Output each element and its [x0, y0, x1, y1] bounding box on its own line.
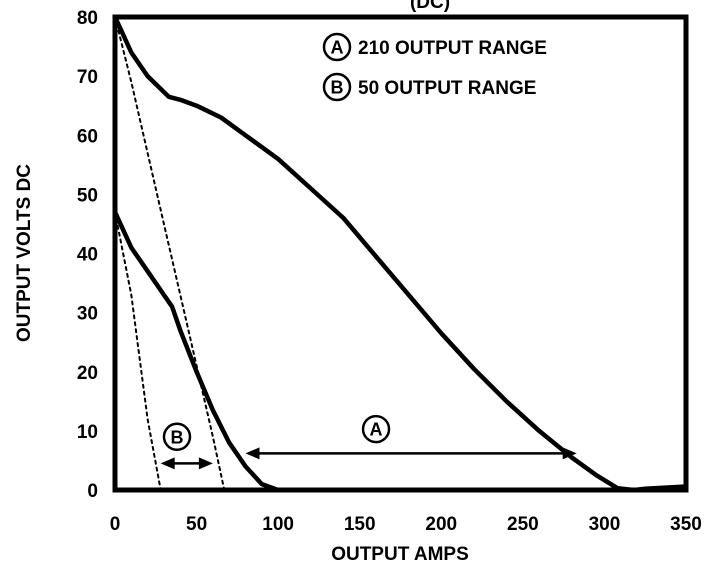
y-tick-label-5: 50	[77, 185, 98, 206]
annotation-arrowhead-left-a	[245, 447, 260, 460]
series-layer	[112, 14, 689, 493]
annotation-letter-a: A	[370, 420, 383, 440]
series-line-2	[114, 16, 226, 491]
annotation-arrowhead-right-b	[198, 457, 213, 470]
legend: A 210 OUTPUT RANGE B 50 OUTPUT RANGE	[322, 32, 547, 102]
x-tick-label-1: 50	[186, 514, 207, 535]
chart-title-fragment: (DC)	[410, 0, 450, 13]
x-axis-title: OUTPUT AMPS	[331, 544, 469, 565]
series-line-1	[112, 209, 281, 493]
legend-marker-a	[322, 32, 352, 62]
annotation-marker-b	[162, 422, 192, 452]
y-axis-title: OUTPUT VOLTS DC	[14, 164, 35, 342]
series-line-0	[112, 14, 689, 493]
legend-marker-b	[322, 72, 352, 102]
y-tick-label-7: 70	[77, 67, 98, 88]
x-tick-label-0: 0	[110, 514, 121, 535]
y-tick-label-1: 10	[77, 422, 98, 443]
y-tick-label-3: 30	[77, 304, 98, 325]
x-tick-label-7: 350	[670, 514, 702, 535]
x-tick-label-3: 150	[344, 514, 376, 535]
y-tick-label-6: 60	[77, 126, 98, 147]
annotation-letter-b: B	[170, 427, 183, 447]
plot-frame	[112, 14, 689, 493]
series-line-3	[114, 211, 162, 491]
legend-item-a: A 210 OUTPUT RANGE	[322, 32, 547, 62]
legend-item-b: B 50 OUTPUT RANGE	[322, 72, 536, 102]
y-tick-label-8: 80	[77, 8, 98, 29]
legend-label-a: 210 OUTPUT RANGE	[358, 38, 547, 59]
x-tick-label-2: 100	[262, 514, 294, 535]
x-tick-label-6: 300	[589, 514, 621, 535]
annotation-arrowhead-left-b	[160, 457, 175, 470]
x-tick-labels: 0 50 100 150 200 250 300 350	[110, 514, 702, 535]
y-tick-labels: 0 10 20 30 40 50 60 70 80	[77, 8, 98, 502]
x-tick-label-5: 250	[507, 514, 539, 535]
legend-marker-b-letter: B	[331, 78, 344, 98]
annotation-marker-a	[361, 414, 391, 444]
legend-label-b: 50 OUTPUT RANGE	[358, 78, 536, 99]
annotation-layer: AB	[160, 414, 577, 470]
y-tick-label-0: 0	[87, 481, 98, 502]
x-tick-label-4: 200	[425, 514, 457, 535]
y-tick-label-2: 20	[77, 363, 98, 384]
y-tick-label-4: 40	[77, 245, 98, 266]
legend-marker-a-letter: A	[331, 38, 344, 58]
annotation-arrowhead-right-a	[562, 447, 577, 460]
